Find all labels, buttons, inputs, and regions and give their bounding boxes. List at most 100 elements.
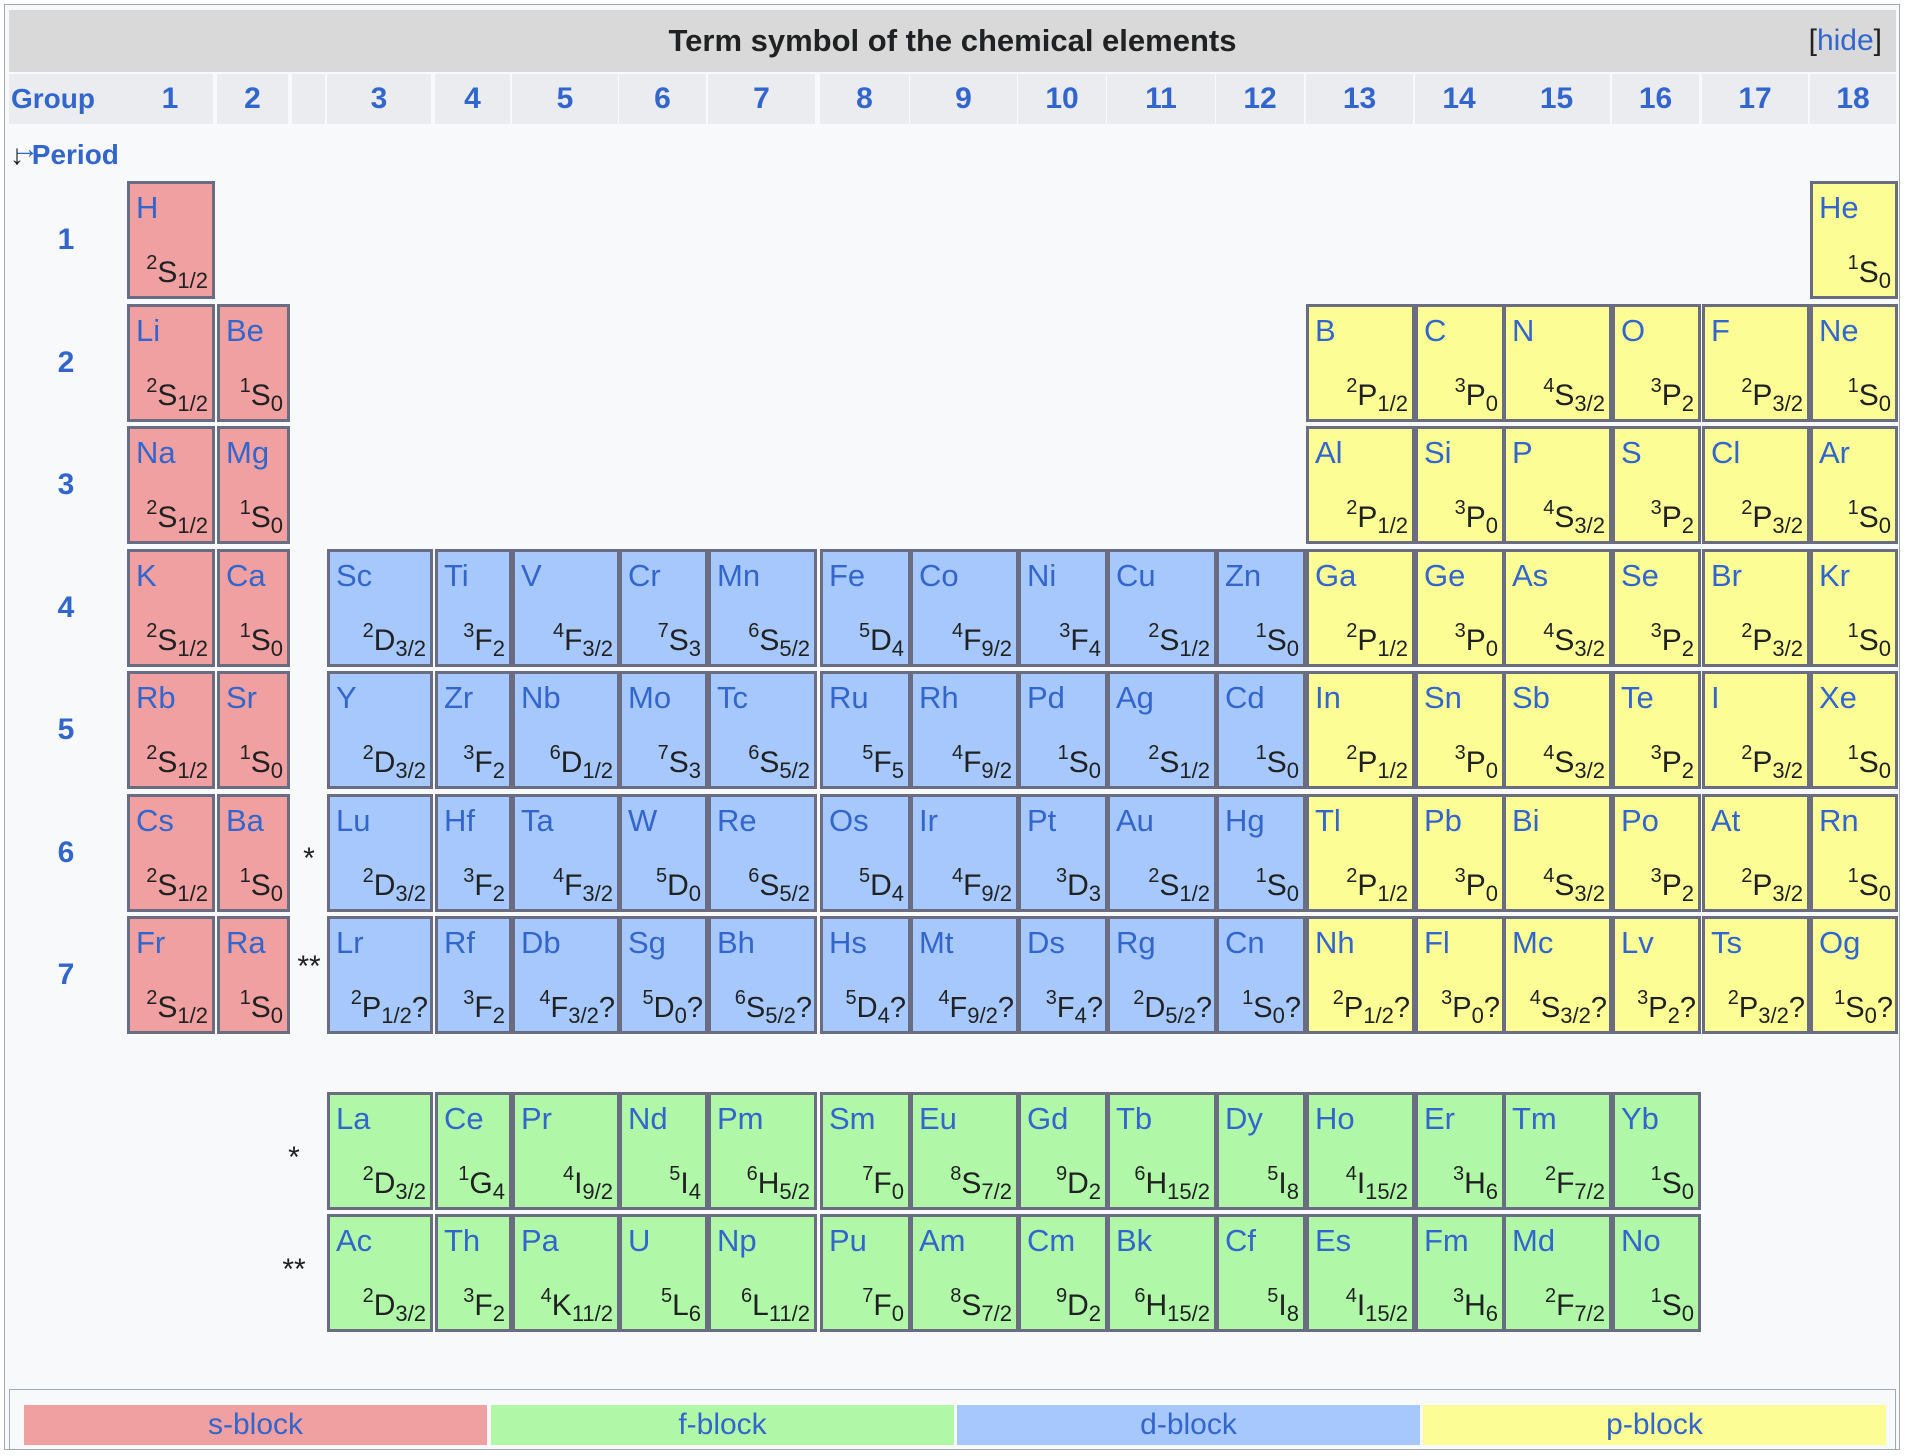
element-symbol-link[interactable]: Mg bbox=[226, 435, 270, 470]
element-symbol-link[interactable]: Tc bbox=[717, 680, 748, 715]
element-symbol-link[interactable]: Lu bbox=[336, 803, 371, 838]
element-symbol-link[interactable]: Sr bbox=[226, 680, 257, 715]
element-symbol-link[interactable]: Cd bbox=[1225, 680, 1265, 715]
element-symbol-link[interactable]: Pd bbox=[1027, 680, 1065, 715]
element-symbol-link[interactable]: Cm bbox=[1027, 1223, 1076, 1258]
element-symbol-link[interactable]: Mt bbox=[919, 925, 954, 960]
element-symbol-link[interactable]: Hf bbox=[444, 803, 475, 838]
legend-p-block[interactable]: p-block bbox=[1423, 1405, 1886, 1445]
element-symbol-link[interactable]: La bbox=[336, 1101, 371, 1136]
element-symbol-link[interactable]: Er bbox=[1424, 1101, 1455, 1136]
element-symbol-link[interactable]: Sn bbox=[1424, 680, 1462, 715]
element-symbol-link[interactable]: Kr bbox=[1819, 558, 1850, 593]
element-symbol-link[interactable]: Mc bbox=[1512, 925, 1554, 960]
element-symbol-link[interactable]: Tb bbox=[1116, 1101, 1153, 1136]
element-symbol-link[interactable]: Os bbox=[829, 803, 869, 838]
element-symbol-link[interactable]: Cn bbox=[1225, 925, 1265, 960]
element-symbol-link[interactable]: P bbox=[1512, 435, 1533, 470]
element-symbol-link[interactable]: Bk bbox=[1116, 1223, 1153, 1258]
element-symbol-link[interactable]: Pu bbox=[829, 1223, 867, 1258]
element-symbol-link[interactable]: Ce bbox=[444, 1101, 484, 1136]
element-symbol-link[interactable]: Se bbox=[1621, 558, 1659, 593]
element-symbol-link[interactable]: V bbox=[521, 558, 542, 593]
element-symbol-link[interactable]: Ga bbox=[1315, 558, 1357, 593]
element-symbol-link[interactable]: Ru bbox=[829, 680, 869, 715]
element-symbol-link[interactable]: Md bbox=[1512, 1223, 1556, 1258]
element-symbol-link[interactable]: Tl bbox=[1315, 803, 1341, 838]
element-symbol-link[interactable]: Ba bbox=[226, 803, 264, 838]
element-symbol-link[interactable]: Rb bbox=[136, 680, 176, 715]
element-symbol-link[interactable]: Mo bbox=[628, 680, 672, 715]
element-symbol-link[interactable]: Br bbox=[1711, 558, 1742, 593]
element-symbol-link[interactable]: Zn bbox=[1225, 558, 1262, 593]
element-symbol-link[interactable]: Ne bbox=[1819, 313, 1859, 348]
element-symbol-link[interactable]: S bbox=[1621, 435, 1642, 470]
legend-f-block[interactable]: f-block bbox=[491, 1405, 954, 1445]
element-symbol-link[interactable]: In bbox=[1315, 680, 1341, 715]
element-symbol-link[interactable]: Ir bbox=[919, 803, 938, 838]
element-symbol-link[interactable]: Cs bbox=[136, 803, 174, 838]
element-symbol-link[interactable]: Si bbox=[1424, 435, 1452, 470]
element-symbol-link[interactable]: Bi bbox=[1512, 803, 1540, 838]
element-symbol-link[interactable]: Fm bbox=[1424, 1223, 1469, 1258]
element-symbol-link[interactable]: K bbox=[136, 558, 157, 593]
element-symbol-link[interactable]: Sb bbox=[1512, 680, 1550, 715]
element-symbol-link[interactable]: Bh bbox=[717, 925, 755, 960]
element-symbol-link[interactable]: Cf bbox=[1225, 1223, 1256, 1258]
element-symbol-link[interactable]: Tm bbox=[1512, 1101, 1557, 1136]
element-symbol-link[interactable]: Ag bbox=[1116, 680, 1154, 715]
element-symbol-link[interactable]: Au bbox=[1116, 803, 1154, 838]
element-symbol-link[interactable]: He bbox=[1819, 190, 1859, 225]
element-symbol-link[interactable]: U bbox=[628, 1223, 651, 1258]
element-symbol-link[interactable]: Lr bbox=[336, 925, 364, 960]
legend-s-block[interactable]: s-block bbox=[24, 1405, 487, 1445]
element-symbol-link[interactable]: Ac bbox=[336, 1223, 373, 1258]
element-symbol-link[interactable]: Fr bbox=[136, 925, 166, 960]
element-symbol-link[interactable]: Rf bbox=[444, 925, 475, 960]
element-symbol-link[interactable]: Mn bbox=[717, 558, 761, 593]
element-symbol-link[interactable]: Fe bbox=[829, 558, 866, 593]
element-symbol-link[interactable]: Xe bbox=[1819, 680, 1857, 715]
element-symbol-link[interactable]: Yb bbox=[1621, 1101, 1659, 1136]
element-symbol-link[interactable]: Eu bbox=[919, 1101, 957, 1136]
element-symbol-link[interactable]: Pr bbox=[521, 1101, 552, 1136]
element-symbol-link[interactable]: Og bbox=[1819, 925, 1861, 960]
element-symbol-link[interactable]: No bbox=[1621, 1223, 1661, 1258]
element-symbol-link[interactable]: Am bbox=[919, 1223, 966, 1258]
element-symbol-link[interactable]: Ds bbox=[1027, 925, 1065, 960]
element-symbol-link[interactable]: I bbox=[1711, 680, 1720, 715]
element-symbol-link[interactable]: C bbox=[1424, 313, 1447, 348]
element-symbol-link[interactable]: Na bbox=[136, 435, 176, 470]
element-symbol-link[interactable]: Te bbox=[1621, 680, 1654, 715]
element-symbol-link[interactable]: Nd bbox=[628, 1101, 668, 1136]
element-symbol-link[interactable]: B bbox=[1315, 313, 1336, 348]
hide-link[interactable]: hide bbox=[1816, 24, 1874, 57]
element-symbol-link[interactable]: Ho bbox=[1315, 1101, 1355, 1136]
element-symbol-link[interactable]: Pa bbox=[521, 1223, 559, 1258]
element-symbol-link[interactable]: Th bbox=[444, 1223, 481, 1258]
element-symbol-link[interactable]: As bbox=[1512, 558, 1549, 593]
element-symbol-link[interactable]: Sc bbox=[336, 558, 373, 593]
element-symbol-link[interactable]: Rn bbox=[1819, 803, 1859, 838]
element-symbol-link[interactable]: Pt bbox=[1027, 803, 1057, 838]
element-symbol-link[interactable]: Y bbox=[336, 680, 357, 715]
element-symbol-link[interactable]: F bbox=[1711, 313, 1730, 348]
element-symbol-link[interactable]: Fl bbox=[1424, 925, 1450, 960]
legend-d-block[interactable]: d-block bbox=[957, 1405, 1420, 1445]
element-symbol-link[interactable]: Dy bbox=[1225, 1101, 1263, 1136]
element-symbol-link[interactable]: Cu bbox=[1116, 558, 1156, 593]
element-symbol-link[interactable]: Ca bbox=[226, 558, 266, 593]
element-symbol-link[interactable]: Nh bbox=[1315, 925, 1355, 960]
element-symbol-link[interactable]: N bbox=[1512, 313, 1535, 348]
element-symbol-link[interactable]: Np bbox=[717, 1223, 757, 1258]
element-symbol-link[interactable]: Ge bbox=[1424, 558, 1466, 593]
element-symbol-link[interactable]: Lv bbox=[1621, 925, 1654, 960]
element-symbol-link[interactable]: Ts bbox=[1711, 925, 1742, 960]
element-symbol-link[interactable]: Pb bbox=[1424, 803, 1462, 838]
element-symbol-link[interactable]: At bbox=[1711, 803, 1741, 838]
element-symbol-link[interactable]: Pm bbox=[717, 1101, 764, 1136]
element-symbol-link[interactable]: Hs bbox=[829, 925, 867, 960]
element-symbol-link[interactable]: Li bbox=[136, 313, 161, 348]
element-symbol-link[interactable]: Re bbox=[717, 803, 757, 838]
element-symbol-link[interactable]: Gd bbox=[1027, 1101, 1069, 1136]
